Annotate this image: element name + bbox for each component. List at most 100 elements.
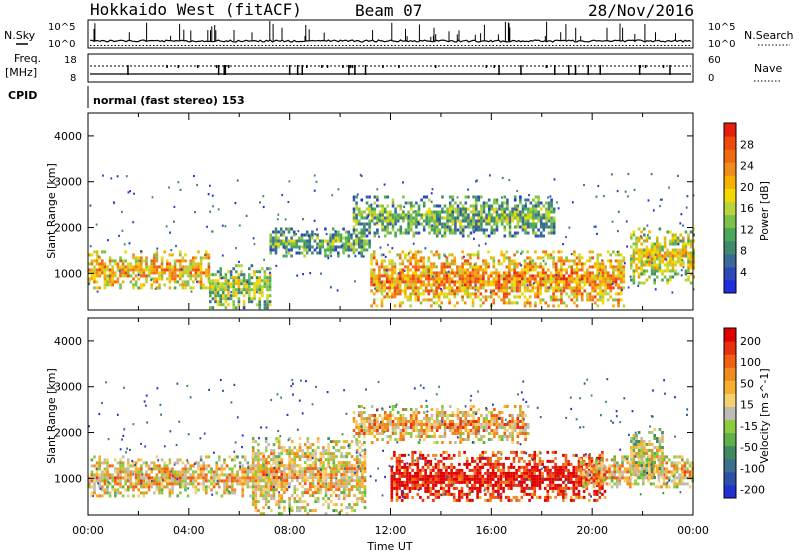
echo-cell: [417, 259, 420, 263]
echo-cell: [403, 269, 406, 272]
echo-cell: [181, 286, 185, 290]
echo-cell: [378, 204, 382, 208]
echo-cell: [102, 174, 104, 177]
echo-cell: [158, 277, 161, 281]
echo-cell: [643, 281, 646, 285]
echo-cell: [385, 286, 389, 290]
echo-cell: [447, 270, 450, 273]
echo-cell: [544, 277, 548, 281]
echo-cell: [663, 275, 667, 279]
echo-cell: [428, 219, 431, 223]
echo-cell: [692, 239, 695, 243]
echo-cell: [108, 476, 112, 480]
echo-cell: [272, 230, 275, 234]
echo-cell: [145, 485, 148, 489]
echo-cell: [381, 219, 384, 223]
echo-cell: [306, 452, 310, 456]
echo-cell: [150, 485, 153, 489]
echo-cell: [233, 455, 237, 459]
echo-cell: [398, 292, 402, 296]
echo-cell: [348, 452, 351, 456]
echo-cell: [417, 231, 421, 235]
echo-cell: [521, 250, 524, 254]
echo-cell: [531, 289, 535, 293]
echo-cell: [663, 263, 667, 267]
echo-cell: [539, 274, 542, 278]
echo-cell: [248, 297, 251, 301]
echo-cell: [311, 245, 314, 249]
echo-cell: [306, 449, 310, 453]
echo-cell: [399, 420, 403, 423]
echo-cell: [272, 449, 276, 453]
echo-cell: [438, 210, 442, 214]
echo-cell: [209, 210, 212, 213]
echo-cell: [298, 449, 302, 453]
echo-cell: [596, 292, 600, 296]
echo-cell: [537, 201, 540, 205]
echo-cell: [518, 277, 522, 281]
echo-cell: [419, 277, 423, 281]
echo-cell: [140, 491, 143, 495]
echo-cell: [192, 479, 195, 483]
echo-cell: [303, 452, 307, 456]
echo-cell: [412, 234, 416, 238]
echo-cell: [280, 470, 284, 474]
echo-cell: [374, 287, 376, 290]
echo-cell: [215, 470, 218, 474]
echo-cell: [249, 464, 252, 468]
echo-cell: [363, 210, 366, 214]
echo-cell: [435, 219, 439, 223]
echo-cell: [275, 470, 278, 474]
echo-cell: [435, 292, 438, 296]
echo-cell: [197, 271, 200, 275]
echo-cell: [215, 491, 218, 495]
echo-cell: [387, 243, 389, 246]
echo-cell: [365, 426, 369, 429]
echo-cell: [373, 231, 377, 235]
echo-cell: [479, 280, 483, 284]
echo-cell: [124, 488, 127, 492]
echo-cell: [552, 277, 555, 281]
echo-cell: [132, 256, 135, 260]
echo-cell: [417, 441, 421, 444]
echo-cell: [238, 482, 242, 486]
echo-cell: [90, 470, 94, 474]
echo-cell: [324, 251, 327, 255]
echo-cell: [658, 248, 662, 252]
echo-cell: [179, 271, 182, 275]
echo-cell: [231, 467, 234, 471]
echo-cell: [580, 292, 584, 296]
echo-cell: [513, 262, 516, 266]
echo-cell: [511, 216, 514, 220]
echo-cell: [391, 292, 394, 296]
echo-cell: [453, 289, 457, 293]
echo-cell: [391, 426, 395, 429]
echo-cell: [588, 250, 592, 254]
echo-cell: [106, 479, 109, 483]
echo-cell: [617, 265, 620, 269]
echo-cell: [357, 231, 361, 235]
echo-cell: [640, 263, 643, 267]
freq-mark: [166, 65, 168, 68]
echo-cell: [259, 452, 263, 456]
echo-cell: [471, 253, 475, 257]
echo-cell: [523, 286, 527, 290]
echo-cell: [503, 429, 507, 432]
echo-cell: [296, 476, 299, 480]
echo-cell: [140, 259, 143, 263]
echo-cell: [223, 485, 226, 489]
echo-cell: [412, 414, 416, 417]
echo-cell: [386, 417, 390, 420]
echo-cell: [116, 262, 120, 266]
echo-cell: [263, 258, 265, 261]
echo-cell: [245, 282, 248, 286]
echo-cell: [560, 298, 563, 302]
echo-cell: [140, 268, 143, 272]
echo-cell: [303, 239, 306, 243]
echo-cell: [506, 201, 509, 205]
echo-cell: [559, 289, 562, 292]
echo-cell: [511, 429, 514, 432]
echo-cell: [181, 461, 185, 465]
echo-cell: [124, 467, 127, 471]
echo-cell: [524, 204, 527, 208]
